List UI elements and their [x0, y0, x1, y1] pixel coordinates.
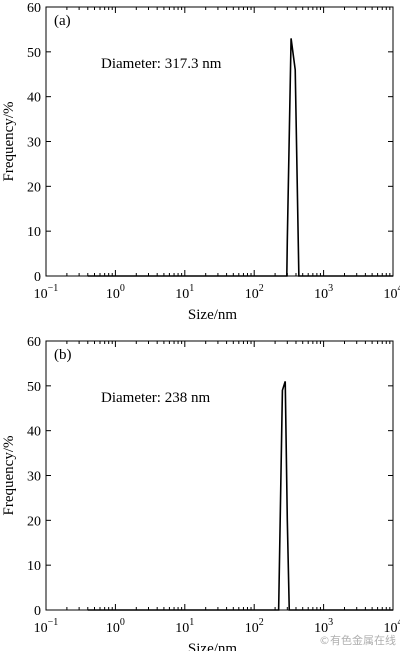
y-tick-label: 0	[34, 270, 41, 285]
x-axis-label: Size/nm	[188, 641, 237, 651]
x-tick-label: 103	[314, 283, 333, 302]
x-tick-label: 102	[245, 283, 264, 302]
plot-frame	[45, 6, 394, 277]
y-tick-label: 20	[27, 180, 41, 195]
y-tick-label: 0	[34, 604, 41, 619]
x-tick-label: 103	[314, 617, 333, 636]
y-tick-label: 20	[27, 514, 41, 529]
y-tick-label: 50	[27, 380, 41, 395]
y-tick-label: 40	[27, 91, 41, 106]
y-axis-label: Frequency/%	[1, 102, 17, 182]
y-tick-label: 50	[27, 46, 41, 61]
series-line-1	[87, 381, 393, 611]
panel-label: (b)	[54, 347, 72, 363]
chart-panel-2: 0 10 20 30 40 50 60 10−1 100 101 102 103 104 (b) Diame…	[1, 335, 400, 651]
x-tick-label: 101	[175, 283, 194, 302]
plot-frame	[45, 340, 394, 611]
x-tick-label: 101	[175, 617, 194, 636]
series-line-1	[87, 38, 393, 277]
diameter-annotation: Diameter: 238 nm	[101, 390, 210, 406]
y-tick-label: 40	[27, 425, 41, 440]
panel-label: (a)	[54, 13, 71, 29]
diameter-annotation: Diameter: 317.3 nm	[101, 56, 222, 72]
x-tick-label: 104	[384, 617, 400, 636]
x-tick-label: 100	[106, 283, 125, 302]
chart-panel-1: 0 10 20 30 40 50 60 10−1 100 101 102 103 104 (a) Diame…	[1, 1, 400, 323]
x-tick-label: 104	[384, 283, 400, 302]
y-tick-label: 60	[27, 335, 41, 350]
x-tick-label: 102	[245, 617, 264, 636]
x-tick-label: 100	[106, 617, 125, 636]
x-axis-label: Size/nm	[188, 307, 237, 323]
x-tick-label: 10−1	[34, 617, 59, 636]
x-tick-label: 10−1	[34, 283, 59, 302]
y-tick-label: 10	[27, 559, 41, 574]
y-axis-label: Frequency/%	[1, 436, 17, 516]
y-tick-label: 60	[27, 1, 41, 16]
y-tick-label: 30	[27, 136, 41, 151]
y-tick-label: 10	[27, 225, 41, 240]
y-tick-label: 30	[27, 470, 41, 485]
watermark: ©有色金属在线	[319, 634, 396, 647]
